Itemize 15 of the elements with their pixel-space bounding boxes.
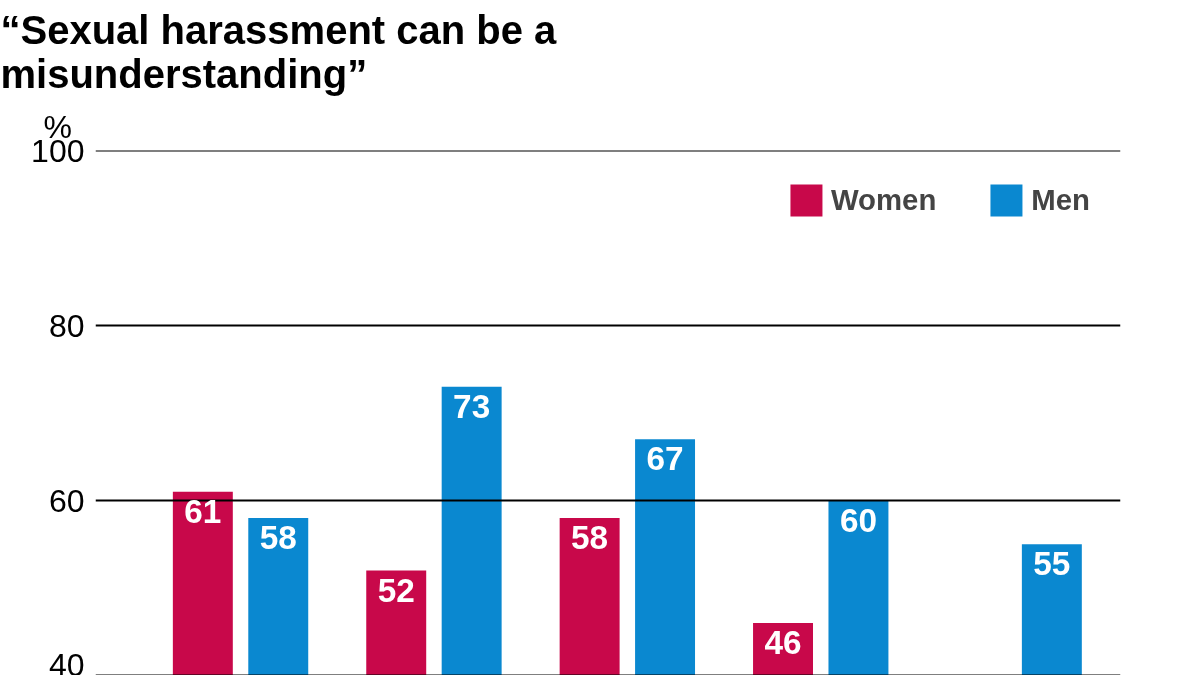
data-label: 58 — [259, 519, 297, 556]
data-label: 46 — [764, 624, 802, 661]
legend-label: Men — [1031, 183, 1090, 217]
legend-label: Women — [830, 183, 937, 217]
y-tick-label: 80 — [48, 307, 85, 344]
data-label: 61 — [184, 492, 222, 530]
data-label: 73 — [453, 387, 491, 425]
y-tick-label: 40 — [48, 646, 85, 675]
data-label: 52 — [377, 571, 415, 609]
data-label: 58 — [571, 519, 609, 556]
data-label: 67 — [646, 440, 684, 478]
data-label: 60 — [839, 501, 877, 539]
chart-title: “Sexual harassment can be a misunderstanding” — [0, 7, 558, 96]
data-label: 55 — [1033, 545, 1071, 583]
y-tick-label: 60 — [48, 482, 85, 519]
